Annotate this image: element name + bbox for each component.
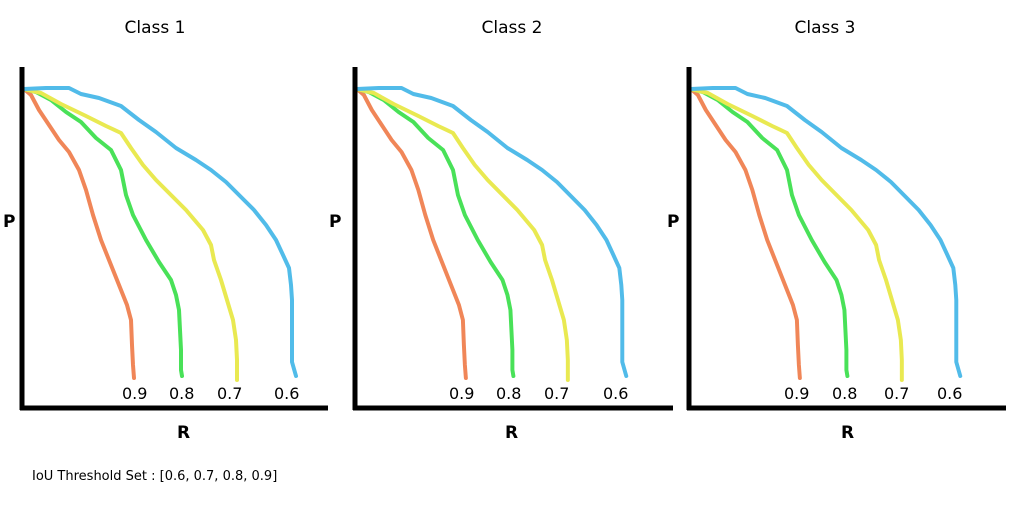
panel-2-curve-0.6 xyxy=(354,86,629,378)
panel-1-y-label: P xyxy=(3,212,16,232)
panel-3-tick-0.6: 0.6 xyxy=(937,384,962,403)
panel-3-tick-0.7: 0.7 xyxy=(884,384,909,403)
panel-3-curve-0.6 xyxy=(688,86,963,378)
iou-threshold-caption: IoU Threshold Set : [0.6, 0.7, 0.8, 0.9] xyxy=(32,469,278,484)
panel-1-tick-0.8: 0.8 xyxy=(169,384,194,403)
panel-3-x-label: R xyxy=(841,423,855,443)
panel-2-y-label: P xyxy=(329,212,342,232)
panel-3-tick-0.9: 0.9 xyxy=(784,384,809,403)
panel-2-tick-0.9: 0.9 xyxy=(449,384,474,403)
panel-2-tick-0.8: 0.8 xyxy=(496,384,521,403)
panel-1-plot xyxy=(19,67,328,411)
panel-1-tick-0.7: 0.7 xyxy=(217,384,242,403)
panel-1-x-label: R xyxy=(177,423,191,443)
panel-2-title: Class 2 xyxy=(481,18,543,38)
panel-2-tick-0.6: 0.6 xyxy=(603,384,628,403)
panel-3-y-label: P xyxy=(667,212,680,232)
panel-3-plot xyxy=(688,86,963,382)
panel-1-curve-0.6 xyxy=(22,86,298,378)
panel-2-plot xyxy=(354,86,629,382)
panel-1-title: Class 1 xyxy=(124,18,186,38)
panel-3-title: Class 3 xyxy=(794,18,856,38)
panel-2-x-label: R xyxy=(505,423,519,443)
panel-2-tick-0.7: 0.7 xyxy=(544,384,569,403)
panel-3-tick-0.8: 0.8 xyxy=(832,384,857,403)
panel-1-tick-0.9: 0.9 xyxy=(122,384,147,403)
panel-1-tick-0.6: 0.6 xyxy=(274,384,299,403)
